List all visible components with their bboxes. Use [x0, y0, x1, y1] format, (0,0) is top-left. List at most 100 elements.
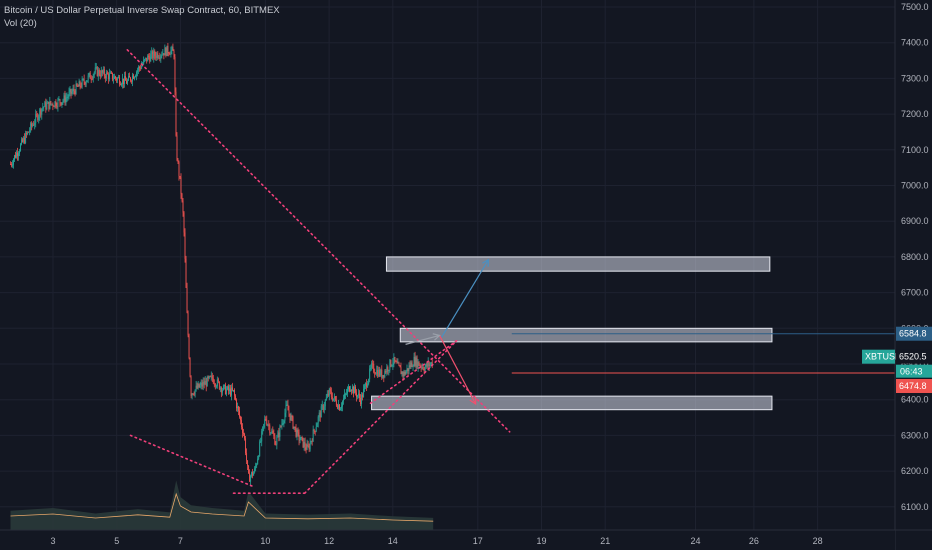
candle-body — [415, 357, 417, 366]
candle-body — [335, 400, 337, 406]
candle-body — [156, 53, 158, 58]
dotted-trendline[interactable] — [129, 434, 256, 488]
candle-body — [198, 383, 200, 388]
candle-body — [272, 431, 274, 434]
price-tag-resistance-label: 6584.8 — [899, 329, 927, 339]
candle-body — [56, 106, 58, 108]
candle-body — [81, 79, 83, 87]
candle-body — [165, 47, 167, 56]
candle-body — [404, 371, 406, 375]
candle-body — [242, 426, 243, 433]
candle-body — [349, 386, 350, 392]
candle-body — [152, 51, 154, 59]
dotted-trendline[interactable] — [369, 339, 458, 405]
candle-body — [356, 392, 358, 397]
candle-body — [326, 394, 328, 398]
candle-body — [338, 404, 340, 411]
candle-body — [181, 193, 183, 201]
candle-body — [321, 405, 323, 407]
candle-body — [414, 356, 416, 366]
price-tag-support — [896, 378, 932, 393]
x-axis-tick-label: 7 — [178, 536, 183, 546]
candle-body — [397, 362, 399, 364]
candle-body — [337, 404, 339, 409]
candle-body — [262, 426, 264, 432]
candle-body — [141, 65, 143, 69]
projection-arrow[interactable] — [439, 335, 477, 405]
candle-body — [106, 72, 108, 75]
arrow-head-icon — [469, 396, 477, 406]
candle-body — [118, 77, 119, 79]
candle-body — [89, 72, 91, 79]
resistance-support-zone[interactable] — [371, 395, 773, 411]
candle-body — [58, 99, 60, 101]
y-axis-tick-label: 6800.0 — [901, 252, 929, 262]
candle-body — [297, 430, 299, 433]
candle-body — [419, 365, 421, 367]
candle-body — [364, 385, 366, 389]
candle-body — [187, 312, 189, 336]
projection-arrow[interactable] — [441, 259, 489, 338]
candle-body — [161, 55, 163, 57]
candle-body — [304, 441, 306, 448]
candle-body — [102, 69, 104, 73]
candle-body — [267, 424, 269, 426]
candle-body — [279, 426, 281, 437]
candle-body — [101, 70, 103, 73]
x-axis-tick-label: 24 — [690, 536, 700, 546]
candle-body — [312, 429, 314, 442]
candle-body — [104, 75, 106, 79]
candle-body — [384, 371, 386, 378]
dotted-trendline[interactable] — [126, 49, 511, 433]
candle-body — [360, 398, 362, 405]
candle-body — [55, 101, 57, 107]
candle-body — [305, 447, 307, 450]
candle-body — [324, 400, 326, 407]
candle-body — [422, 366, 424, 370]
candle-body — [110, 72, 112, 74]
candle-body — [229, 388, 231, 396]
candle-body — [144, 59, 146, 61]
candle-body — [358, 393, 360, 396]
candle-body — [137, 70, 139, 72]
candle-body — [306, 444, 308, 450]
candle-body — [158, 57, 160, 59]
candle-body — [121, 84, 122, 86]
candle-body — [396, 361, 398, 364]
candle-body — [291, 415, 293, 417]
candle-body — [69, 89, 71, 93]
candle-body — [369, 368, 371, 380]
candle-body — [350, 390, 351, 392]
candle-body — [96, 67, 98, 77]
candle-body — [44, 102, 46, 107]
candle-body — [361, 394, 363, 405]
candle-body — [208, 376, 210, 379]
candle-body — [323, 406, 325, 410]
x-axis-tick-label: 14 — [388, 536, 398, 546]
time-axis-background — [0, 530, 895, 550]
candle-body — [51, 103, 53, 105]
candle-body — [425, 363, 427, 368]
arrow-head-icon — [482, 258, 490, 267]
candle-body — [87, 75, 89, 81]
countdown-label: 06:43 — [900, 367, 923, 377]
symbol-tag — [862, 349, 895, 364]
candle-body — [341, 401, 343, 407]
resistance-support-zone[interactable] — [399, 327, 773, 343]
volume-ma-line — [10, 492, 434, 522]
candle-body — [257, 458, 259, 465]
dotted-trendline[interactable] — [303, 339, 458, 495]
candle-body — [200, 382, 202, 386]
candle-body — [228, 388, 230, 391]
projection-arrow[interactable] — [405, 334, 440, 345]
resistance-support-zone[interactable] — [385, 256, 771, 272]
candle-body — [303, 441, 305, 448]
candle-body — [166, 45, 168, 56]
candle-body — [410, 362, 412, 368]
candle-body — [42, 107, 44, 109]
volume-bars-area — [10, 480, 434, 530]
candle-body — [250, 476, 252, 482]
candle-body — [62, 100, 64, 103]
candle-body — [315, 427, 317, 432]
